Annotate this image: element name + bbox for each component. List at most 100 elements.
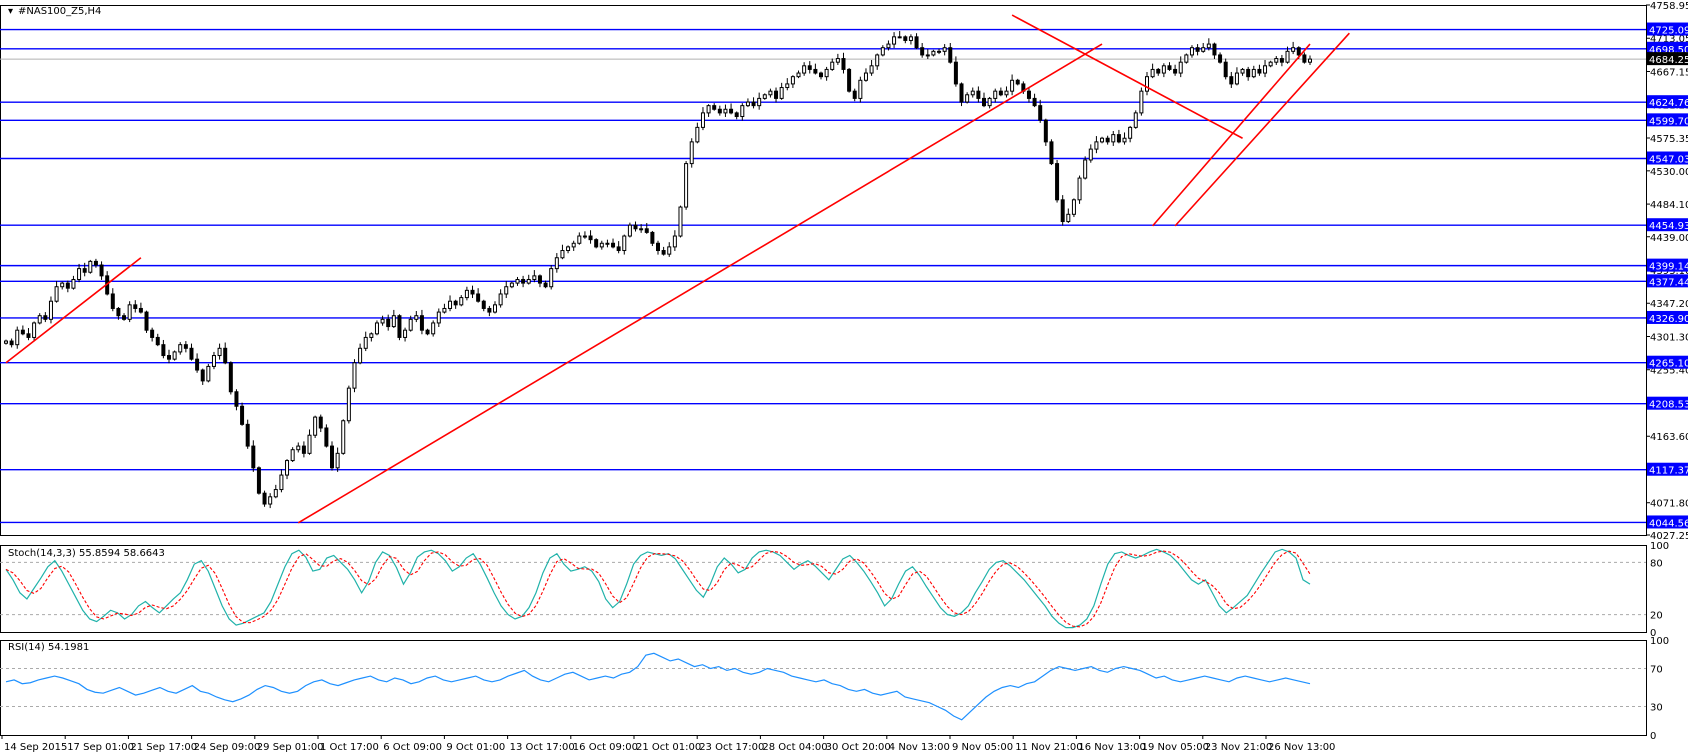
candle bbox=[285, 459, 290, 480]
candle bbox=[616, 241, 621, 254]
candle-body bbox=[667, 246, 672, 255]
candle-body bbox=[863, 72, 868, 81]
candle bbox=[1083, 156, 1088, 180]
candle-body bbox=[813, 68, 818, 74]
candle-body bbox=[20, 329, 25, 335]
candle bbox=[211, 351, 216, 370]
candle bbox=[740, 103, 745, 121]
candle-body bbox=[605, 242, 610, 245]
time-tick-label: 16 Nov 13:00 bbox=[1078, 742, 1145, 753]
candle-body bbox=[262, 492, 267, 505]
candle bbox=[290, 447, 295, 463]
level-price-label: 4326.90 bbox=[1649, 314, 1688, 325]
candle bbox=[374, 320, 379, 336]
candle bbox=[1026, 87, 1031, 103]
candle-body bbox=[464, 289, 469, 299]
candle-body bbox=[965, 94, 970, 103]
level-price-label: 4547.03 bbox=[1649, 155, 1688, 166]
menu-arrow-icon[interactable]: ▾ bbox=[8, 6, 13, 17]
candle-body bbox=[532, 275, 537, 280]
candle-body bbox=[521, 278, 526, 284]
candle bbox=[1088, 144, 1093, 163]
candle bbox=[1212, 42, 1217, 59]
candle bbox=[937, 48, 942, 55]
candle bbox=[1173, 64, 1178, 76]
candle-body bbox=[841, 58, 846, 70]
candle bbox=[639, 224, 644, 233]
candle bbox=[122, 313, 127, 321]
candle-body bbox=[82, 268, 87, 273]
candle bbox=[138, 302, 143, 314]
candle-body bbox=[88, 260, 93, 273]
candle bbox=[869, 60, 874, 76]
candle bbox=[386, 314, 391, 331]
candle-body bbox=[948, 47, 953, 63]
rsi-tick-label: 30 bbox=[1650, 703, 1663, 714]
candle bbox=[324, 424, 329, 448]
candle bbox=[268, 493, 273, 509]
candle-body bbox=[858, 79, 863, 99]
candle-body bbox=[442, 307, 447, 313]
candle bbox=[1268, 60, 1273, 68]
candle-body bbox=[785, 83, 790, 89]
candle-body bbox=[290, 449, 295, 462]
price-pane[interactable]: 4758.954713.054667.154621.254575.354530.… bbox=[0, 1, 1688, 542]
candle bbox=[1240, 67, 1245, 76]
stoch-main-line bbox=[5, 548, 1311, 629]
rsi-tick-label: 100 bbox=[1650, 636, 1669, 647]
candle bbox=[172, 350, 177, 361]
time-tick-label: 26 Nov 13:00 bbox=[1268, 742, 1335, 753]
candle bbox=[599, 240, 604, 250]
candle-body bbox=[251, 445, 256, 469]
candle-body bbox=[335, 452, 340, 469]
candle-body bbox=[1279, 58, 1284, 63]
candle bbox=[886, 40, 891, 51]
candle bbox=[892, 32, 897, 49]
candle-body bbox=[1274, 58, 1279, 63]
time-tick-label: 14 Sep 2015 bbox=[4, 742, 67, 753]
stoch-tick-label: 20 bbox=[1650, 611, 1663, 622]
candle-body bbox=[206, 365, 211, 382]
candle-body bbox=[296, 445, 301, 451]
candle-body bbox=[993, 90, 998, 99]
candle-body bbox=[656, 242, 660, 252]
candle-body bbox=[1094, 141, 1099, 150]
candle-body bbox=[459, 297, 464, 306]
candle bbox=[667, 242, 672, 257]
candle bbox=[200, 368, 205, 385]
chart-symbol-title: #NAS100_Z5,H4 bbox=[18, 6, 101, 17]
trend-line[interactable] bbox=[1174, 32, 1350, 227]
level-price-tag bbox=[1647, 113, 1688, 127]
candle-body bbox=[1296, 47, 1301, 56]
candle-body bbox=[1111, 134, 1116, 143]
candle bbox=[116, 307, 121, 320]
candle-body bbox=[285, 460, 290, 476]
candle-body bbox=[880, 47, 885, 56]
trend-line[interactable] bbox=[1011, 14, 1243, 139]
candle bbox=[1004, 86, 1009, 98]
candle-body bbox=[982, 97, 986, 107]
candle bbox=[43, 312, 48, 323]
candle bbox=[397, 314, 402, 341]
candle bbox=[509, 281, 514, 289]
candle-body bbox=[740, 105, 745, 118]
candle bbox=[403, 327, 408, 342]
trend-line[interactable] bbox=[1152, 43, 1311, 227]
candle bbox=[1285, 46, 1290, 64]
candle bbox=[391, 309, 396, 329]
candle-body bbox=[43, 315, 48, 320]
candle-body bbox=[892, 36, 897, 45]
candle-body bbox=[217, 347, 222, 357]
candle-body bbox=[1083, 159, 1088, 179]
trend-line[interactable] bbox=[5, 257, 142, 364]
candle bbox=[341, 419, 346, 455]
time-tick-label: 28 Oct 04:00 bbox=[762, 742, 827, 753]
trend-line[interactable] bbox=[297, 43, 1103, 524]
rsi-pane[interactable]: 100 70 30 0 bbox=[0, 636, 1669, 742]
candle-body bbox=[1184, 54, 1189, 63]
candle-body bbox=[4, 340, 8, 344]
candle-body bbox=[1218, 54, 1223, 63]
candle-body bbox=[93, 260, 98, 266]
stochastic-pane[interactable]: 100 80 20 0 bbox=[0, 541, 1669, 639]
